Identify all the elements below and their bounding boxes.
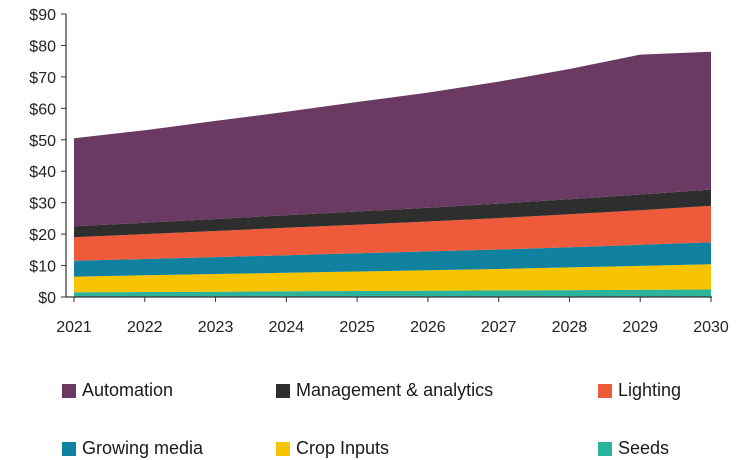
y-tick-label: $0	[38, 290, 56, 307]
x-tick-label: 2028	[552, 319, 588, 336]
x-tick-label: 2022	[127, 319, 163, 336]
x-tick-label: 2030	[693, 319, 729, 336]
legend-label: Seeds	[618, 438, 670, 458]
y-tick-label: $60	[29, 101, 56, 118]
x-tick-label: 2029	[622, 319, 658, 336]
legend-item-automation: Automation	[62, 380, 173, 401]
y-tick-label: $50	[29, 133, 56, 150]
legend-swatch	[598, 383, 612, 398]
legend-swatch	[276, 441, 290, 456]
legend-item-lighting: Lighting	[598, 380, 681, 401]
area-lighting	[74, 205, 711, 261]
legend-item-management-analytics: Management & analytics	[276, 380, 493, 401]
x-tick-group: 2021 2022 2023 2024 2025 2026 2027 2028 2029 2030	[56, 297, 729, 336]
x-tick-label: 2026	[410, 319, 446, 336]
x-tick-label: 2027	[481, 319, 517, 336]
legend-label: Growing media	[82, 438, 204, 458]
y-tick-label: $10	[29, 259, 56, 276]
y-tick-label: $70	[29, 70, 56, 87]
y-tick-label: $80	[29, 38, 56, 55]
y-tick-label: $30	[29, 196, 56, 213]
y-tick-label: $90	[29, 7, 56, 24]
legend-item-growing-media: Growing media	[62, 438, 203, 459]
legend-item-crop-inputs: Crop Inputs	[276, 438, 389, 459]
stacked-area-chart: $0$10$20$30$40$50$60$70$80$90 2021 2022 20…	[29, 7, 729, 336]
area-automation	[74, 51, 711, 227]
y-tick-label: $40	[29, 164, 56, 181]
area-growing-media	[74, 242, 711, 277]
x-tick-label: 2024	[269, 319, 305, 336]
legend-swatch	[62, 383, 76, 398]
x-tick-label: 2023	[198, 319, 234, 336]
area-seeds	[74, 289, 711, 297]
legend-swatch	[276, 383, 290, 398]
legend-label: Management & analytics	[296, 380, 494, 400]
legend-label: Crop Inputs	[296, 438, 390, 458]
legend: Automation Management & analytics Lighting…	[0, 370, 748, 460]
y-tick-group: $0 $10 $20 $30 $40 $50 $60 $70 $80 $90	[29, 7, 66, 307]
area-management-analytics	[74, 189, 711, 238]
area-crop-inputs	[74, 264, 711, 293]
legend-swatch	[598, 441, 612, 456]
legend-swatch	[62, 441, 76, 456]
y-tick-label: $20	[29, 227, 56, 244]
x-tick-label: 2025	[339, 319, 375, 336]
legend-label: Automation	[82, 380, 174, 400]
x-tick-label: 2021	[56, 319, 92, 336]
area-series-group	[74, 51, 711, 297]
axes-group	[65, 14, 712, 298]
legend-item-seeds: Seeds	[598, 438, 669, 459]
legend-label: Lighting	[618, 380, 682, 400]
